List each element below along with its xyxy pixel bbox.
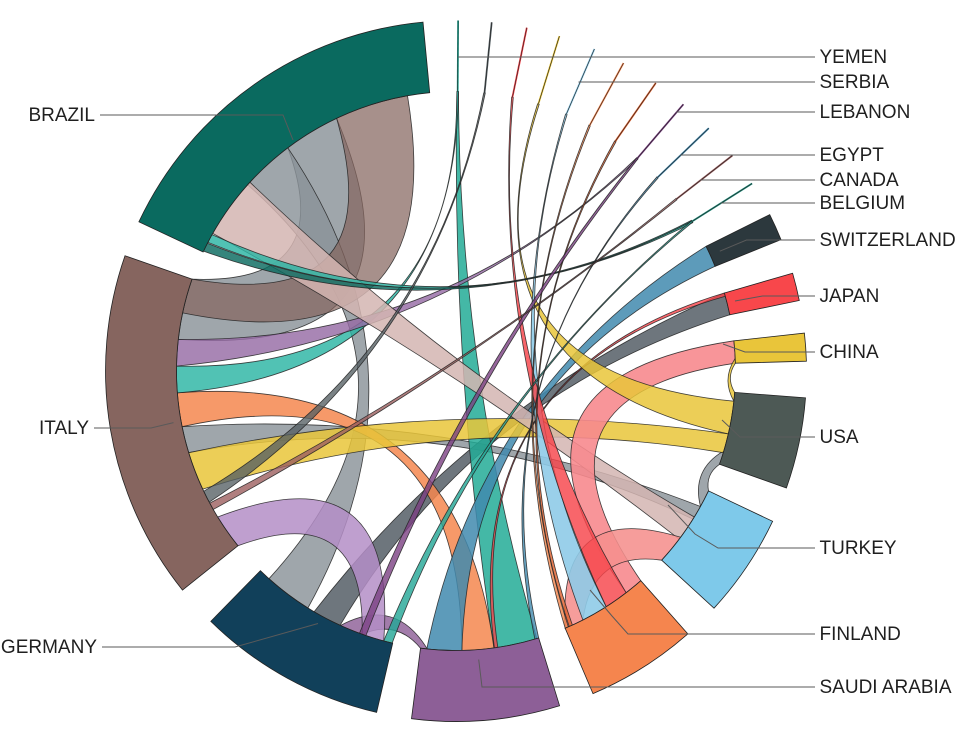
svg-text:FINLAND: FINLAND: [820, 624, 901, 645]
svg-text:USA: USA: [820, 427, 859, 448]
svg-text:CANADA: CANADA: [820, 170, 900, 191]
svg-text:SAUDI ARABIA: SAUDI ARABIA: [820, 677, 952, 698]
svg-text:GERMANY: GERMANY: [1, 637, 97, 658]
svg-text:SERBIA: SERBIA: [820, 72, 890, 93]
svg-text:SWITZERLAND: SWITZERLAND: [820, 230, 956, 251]
svg-text:EGYPT: EGYPT: [820, 145, 885, 166]
svg-text:BRAZIL: BRAZIL: [28, 105, 95, 126]
svg-text:ITALY: ITALY: [39, 418, 89, 439]
svg-text:JAPAN: JAPAN: [820, 286, 880, 307]
svg-text:CHINA: CHINA: [820, 342, 879, 363]
svg-text:BELGIUM: BELGIUM: [820, 193, 906, 214]
svg-text:YEMEN: YEMEN: [820, 47, 888, 68]
svg-text:LEBANON: LEBANON: [820, 102, 911, 123]
svg-text:TURKEY: TURKEY: [820, 538, 897, 559]
